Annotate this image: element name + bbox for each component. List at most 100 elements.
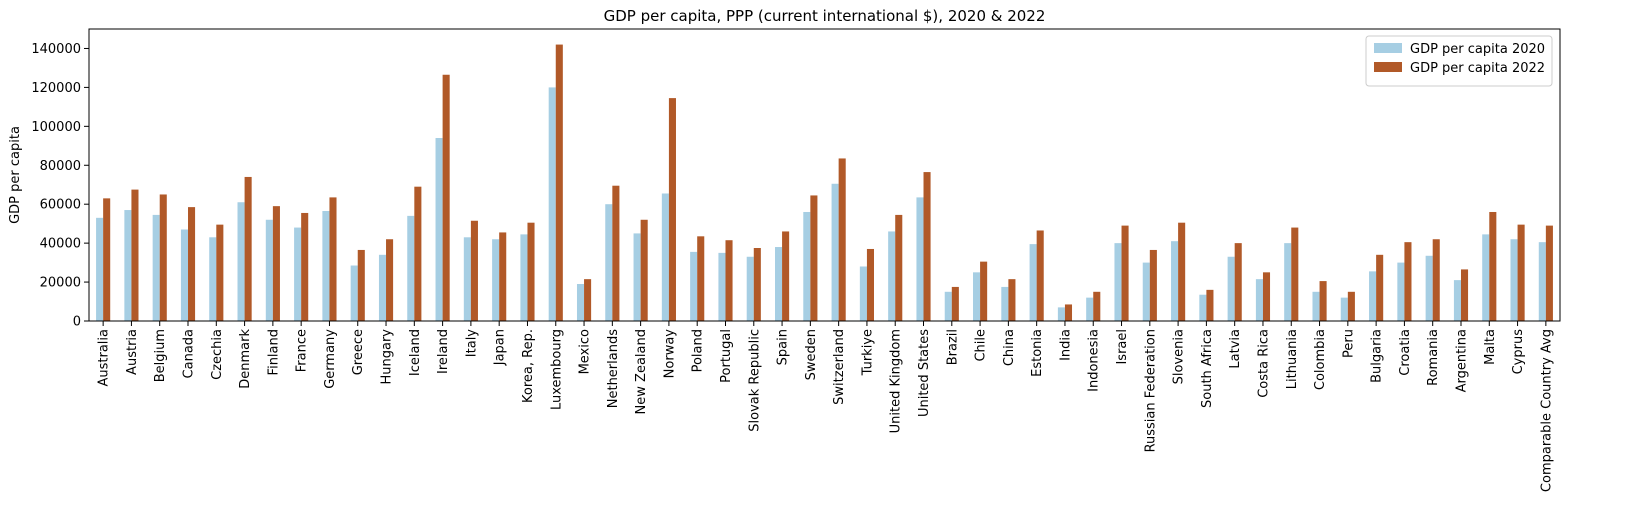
bar-2022-36	[1121, 225, 1129, 321]
x-tick-label: Finland	[266, 329, 281, 375]
bar-2020-46	[1397, 262, 1405, 321]
x-tick-label: Poland	[691, 329, 706, 372]
x-tick-label: Norway	[662, 329, 677, 379]
x-tick-label: Greece	[351, 329, 366, 375]
bar-2022-42	[1291, 227, 1299, 321]
x-tick-label: Malta	[1483, 329, 1498, 365]
x-tick-label: Korea, Rep.	[521, 329, 536, 403]
bar-2020-29	[916, 197, 924, 321]
x-tick-label: Brazil	[945, 329, 960, 365]
bar-2022-33	[1036, 230, 1044, 321]
bar-2020-18	[605, 204, 613, 321]
bar-2022-18	[612, 185, 620, 321]
bar-2022-8	[329, 197, 337, 321]
axes-frame	[88, 28, 1561, 322]
bar-2022-44	[1347, 291, 1355, 321]
bar-2022-40	[1234, 243, 1242, 321]
bar-2020-30	[944, 291, 952, 321]
y-tick-label: 20000	[40, 276, 81, 291]
x-tick-label: Costa Rica	[1256, 329, 1271, 398]
bar-2020-26	[831, 183, 839, 321]
bar-2020-12	[435, 138, 443, 321]
x-tick-label: Austria	[125, 329, 140, 375]
bar-2020-42	[1284, 243, 1292, 321]
bar-2020-23	[746, 256, 754, 321]
bar-2020-45	[1369, 271, 1377, 321]
y-tick-label: 40000	[40, 237, 81, 252]
bar-2020-32	[1001, 286, 1009, 321]
bar-2020-7	[294, 227, 302, 321]
x-tick-label: Slovenia	[1172, 329, 1187, 384]
y-tick-label: 80000	[40, 159, 81, 174]
bar-2022-14	[499, 232, 507, 321]
bar-2020-24	[775, 247, 783, 321]
bar-2020-9	[350, 265, 358, 321]
bar-2020-37	[1142, 262, 1150, 321]
x-tick-label: Australia	[97, 329, 112, 387]
bar-2022-48	[1460, 269, 1469, 321]
bar-2022-25	[810, 195, 818, 321]
bar-2022-47	[1432, 239, 1440, 321]
plot-area: 0 20000 40000 60000 80000 100000 120000 140000 A…	[31, 28, 1561, 492]
bar-2020-13	[463, 237, 471, 321]
bar-2020-36	[1114, 243, 1122, 321]
bar-2020-38	[1171, 241, 1179, 321]
x-tick-label: Denmark	[238, 329, 253, 389]
x-tick-label: Spain	[776, 329, 791, 365]
bar-2022-2	[159, 194, 167, 321]
bar-2020-22	[718, 252, 726, 321]
bar-2022-7	[301, 212, 309, 321]
bar-2020-25	[803, 211, 811, 321]
bar-2022-17	[584, 279, 592, 321]
x-tick-label: Hungary	[380, 329, 395, 385]
bar-2022-45	[1376, 254, 1384, 321]
x-tick-label: Canada	[182, 329, 197, 378]
bar-2020-27	[859, 266, 867, 321]
x-tick-label: France	[295, 329, 310, 372]
bar-2020-16	[548, 87, 556, 322]
bar-2022-43	[1319, 281, 1327, 321]
bar-2022-31	[980, 261, 988, 321]
bar-2020-20	[661, 193, 669, 321]
bar-2022-50	[1517, 224, 1525, 321]
bar-2020-4	[209, 237, 217, 321]
bar-2022-21	[697, 236, 705, 321]
y-tick-label: 100000	[31, 120, 81, 135]
bar-2022-41	[1262, 272, 1271, 321]
y-tick-label: 60000	[40, 198, 81, 213]
bar-2022-51	[1545, 225, 1553, 321]
bar-2022-27	[866, 248, 874, 321]
x-tick-label: Romania	[1426, 329, 1441, 386]
legend-swatch	[1374, 62, 1402, 72]
x-tick-label: Israel	[1115, 329, 1130, 365]
bar-2020-31	[973, 272, 981, 321]
bar-2020-48	[1453, 280, 1461, 321]
bar-2020-15	[520, 234, 528, 321]
x-tick-label: Croatia	[1398, 329, 1413, 376]
x-tick-label: Cyprus	[1511, 329, 1526, 375]
bar-2020-21	[690, 251, 698, 321]
bar-2022-1	[131, 189, 139, 321]
bar-2020-40	[1227, 256, 1235, 321]
x-tick-label: Peru	[1341, 329, 1356, 358]
bar-2022-10	[386, 239, 394, 321]
bar-2020-51	[1538, 242, 1546, 321]
chart-title: GDP per capita, PPP (current internation…	[604, 7, 1046, 25]
bar-2020-19	[633, 233, 641, 321]
x-tick-label: India	[1058, 329, 1073, 361]
bar-2022-38	[1178, 222, 1186, 321]
bar-2020-35	[1086, 297, 1094, 321]
bar-2022-12	[442, 74, 450, 321]
bar-2022-20	[668, 98, 676, 321]
y-tick-label: 0	[73, 315, 81, 330]
legend-box	[1365, 35, 1553, 87]
bar-2022-35	[1093, 291, 1101, 321]
bar-2022-4	[216, 224, 224, 321]
y-tick-label: 120000	[31, 81, 81, 96]
bar-2020-28	[888, 231, 896, 321]
x-tick-label: Turkiye	[860, 329, 875, 376]
x-tick-label: Slovak Republic	[747, 329, 762, 432]
bar-2022-28	[895, 214, 903, 321]
bar-2020-5	[237, 202, 245, 321]
